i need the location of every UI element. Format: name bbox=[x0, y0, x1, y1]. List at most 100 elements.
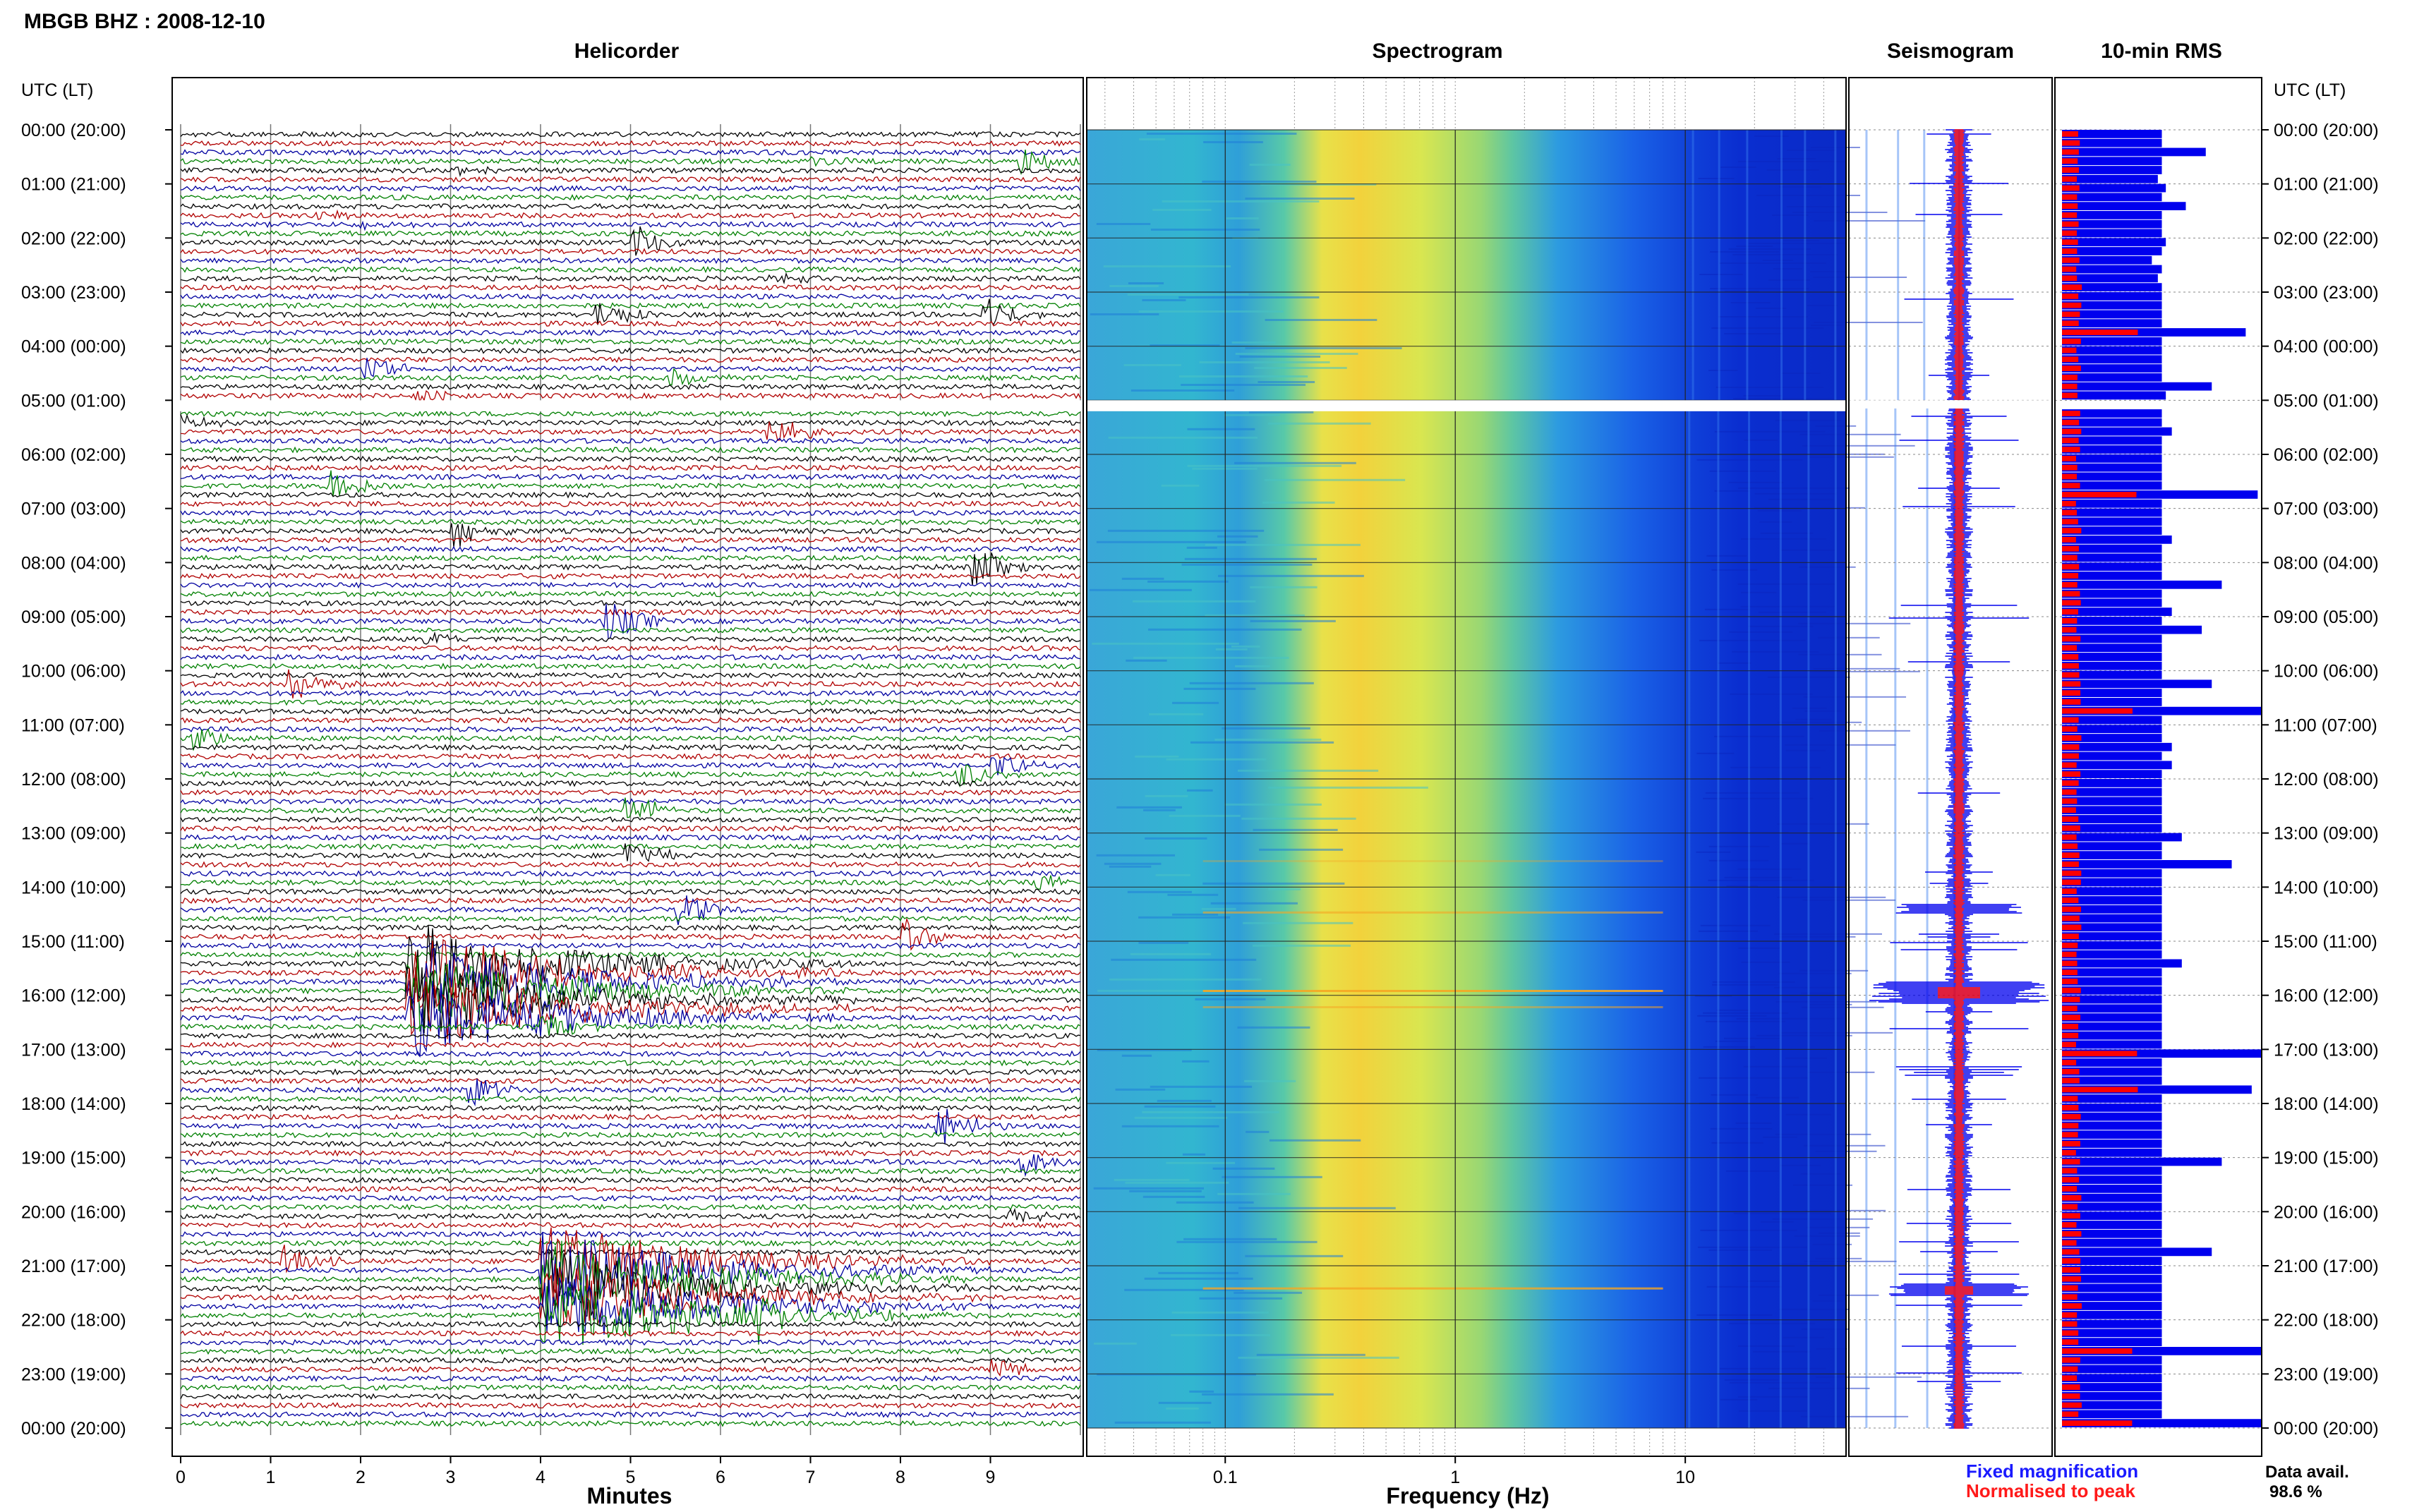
spectrogram-texture bbox=[1738, 1396, 1808, 1398]
rms-bar-normalised bbox=[2062, 203, 2078, 209]
helicorder-trace bbox=[180, 185, 1081, 192]
rms-bar-fixed bbox=[2062, 364, 2162, 373]
rms-bar-normalised bbox=[2062, 1024, 2079, 1029]
spectrogram-texture bbox=[1186, 789, 1213, 792]
rms-bar-fixed bbox=[2062, 842, 2162, 851]
rms-bar-normalised bbox=[2062, 1258, 2081, 1264]
spectrogram-texture bbox=[1736, 1017, 1844, 1020]
spectrogram-texture bbox=[1756, 195, 1861, 196]
helicorder-trace bbox=[180, 1402, 1081, 1409]
spectrogram-texture bbox=[1778, 186, 1822, 188]
spectrogram-texture bbox=[1740, 605, 1835, 607]
spectrogram-texture bbox=[1121, 1125, 1219, 1127]
helicorder-trace bbox=[180, 470, 1081, 496]
time-label-left: 02:00 (22:00) bbox=[21, 229, 126, 248]
helicorder-trace bbox=[180, 834, 1081, 841]
rms-bar-normalised bbox=[2062, 1087, 2138, 1093]
helicorder-trace bbox=[180, 870, 1081, 877]
spectrogram-texture bbox=[1123, 364, 1181, 366]
spectrogram-texture bbox=[1121, 1054, 1152, 1057]
spectrogram-line bbox=[1779, 408, 1782, 1429]
helicorder-trace bbox=[180, 1149, 1081, 1157]
rms-bar-normalised bbox=[2062, 807, 2076, 814]
rms-bar-fixed bbox=[2062, 1130, 2162, 1139]
helicorder-trace bbox=[180, 698, 1081, 706]
rms-bar-fixed bbox=[2062, 779, 2162, 787]
spectrogram-texture bbox=[1738, 161, 1847, 162]
helicorder-trace bbox=[180, 917, 1081, 951]
spectrogram-texture bbox=[1781, 842, 1810, 845]
rms-bar-normalised bbox=[2062, 473, 2078, 480]
rms-bar-fixed bbox=[2062, 346, 2162, 355]
spectrogram-texture bbox=[1777, 896, 1886, 898]
spectrogram-texture bbox=[1747, 1280, 1780, 1282]
helicorder-trace bbox=[180, 257, 1081, 265]
spectrogram-texture bbox=[1754, 135, 1789, 137]
spectrogram-texture bbox=[1706, 1020, 1786, 1022]
spectrogram-texture bbox=[1780, 1164, 1821, 1166]
spectrogram-texture bbox=[1755, 308, 1787, 309]
rms-bar-fixed bbox=[2062, 1004, 2162, 1013]
helicorder-trace bbox=[180, 669, 1081, 698]
time-label-left: 21:00 (17:00) bbox=[21, 1257, 126, 1276]
spectrogram-texture bbox=[1708, 370, 1738, 371]
spectrogram-texture bbox=[1800, 1173, 1842, 1175]
spectrogram-texture bbox=[1705, 792, 1799, 794]
rms-bar-normalised bbox=[2062, 411, 2080, 416]
rms-bar-normalised bbox=[2062, 1149, 2076, 1156]
spectrogram-event bbox=[1202, 990, 1663, 992]
spectrogram-texture bbox=[1182, 1060, 1210, 1063]
spectrogram-texture bbox=[1182, 1153, 1206, 1156]
minute-tick-label: 9 bbox=[986, 1468, 996, 1487]
panel-frame bbox=[1086, 77, 1847, 1457]
spectrogram-texture bbox=[1252, 944, 1351, 947]
spectrogram-texture bbox=[1719, 831, 1789, 833]
spectrogram-texture bbox=[1124, 1288, 1244, 1291]
spectrogram-texture bbox=[1269, 1139, 1361, 1142]
rms-bar-normalised bbox=[2062, 492, 2137, 497]
spectrogram-texture bbox=[1735, 1122, 1772, 1124]
helicorder-trace bbox=[180, 1393, 1081, 1400]
spectrogram-texture bbox=[1799, 566, 1856, 568]
helicorder-trace bbox=[180, 356, 1081, 363]
rms-bar-fixed bbox=[2062, 1355, 2162, 1365]
spectrogram-texture bbox=[1195, 998, 1266, 1000]
spectrogram-texture bbox=[1711, 1094, 1759, 1096]
helicorder-trace bbox=[180, 627, 1081, 634]
spectrogram-texture bbox=[1802, 444, 1915, 447]
rms-bar-normalised bbox=[2062, 212, 2078, 218]
spectrogram-heatmap bbox=[1087, 130, 1846, 401]
helicorder-trace bbox=[180, 523, 1081, 548]
rms-bar-normalised bbox=[2062, 1186, 2078, 1192]
spectrogram-texture bbox=[1794, 1235, 1860, 1237]
helicorder-trace bbox=[180, 519, 1081, 526]
spectrogram-texture bbox=[1726, 1170, 1779, 1172]
helicorder-trace bbox=[180, 1357, 1081, 1365]
rms-bar-fixed bbox=[2062, 562, 2162, 571]
spectrogram-texture bbox=[1128, 282, 1164, 284]
rms-bar-normalised bbox=[2062, 555, 2078, 561]
spectrogram-texture bbox=[1785, 749, 1826, 751]
spectrogram-texture bbox=[1171, 1311, 1269, 1314]
spectrogram-texture bbox=[1741, 961, 1790, 963]
spectrogram-texture bbox=[1768, 1387, 1870, 1389]
spectrogram-texture bbox=[1097, 1373, 1256, 1376]
spectrogram-texture bbox=[1698, 930, 1758, 932]
helicorder-trace bbox=[180, 194, 1081, 201]
spectrogram-texture bbox=[1243, 921, 1353, 924]
rms-bar-fixed bbox=[2062, 337, 2162, 346]
data-avail-value: 98.6 % bbox=[2269, 1482, 2322, 1501]
spectrogram-texture bbox=[1778, 1263, 1841, 1265]
rms-bar-normalised bbox=[2062, 951, 2077, 957]
time-label-right: 06:00 (02:00) bbox=[2274, 445, 2379, 465]
rms-bar-normalised bbox=[2062, 1015, 2081, 1020]
helicorder-trace bbox=[180, 591, 1081, 598]
spectrogram-texture bbox=[1812, 1243, 1852, 1245]
rms-bar-normalised bbox=[2062, 221, 2079, 227]
time-label-right: 21:00 (17:00) bbox=[2274, 1257, 2379, 1276]
rms-bar-normalised bbox=[2062, 996, 2080, 1003]
rms-bar-fixed bbox=[2062, 851, 2162, 859]
helicorder-trace bbox=[180, 1411, 1081, 1418]
spectrogram-texture bbox=[1801, 992, 1835, 994]
helicorder-trace bbox=[180, 942, 1081, 950]
